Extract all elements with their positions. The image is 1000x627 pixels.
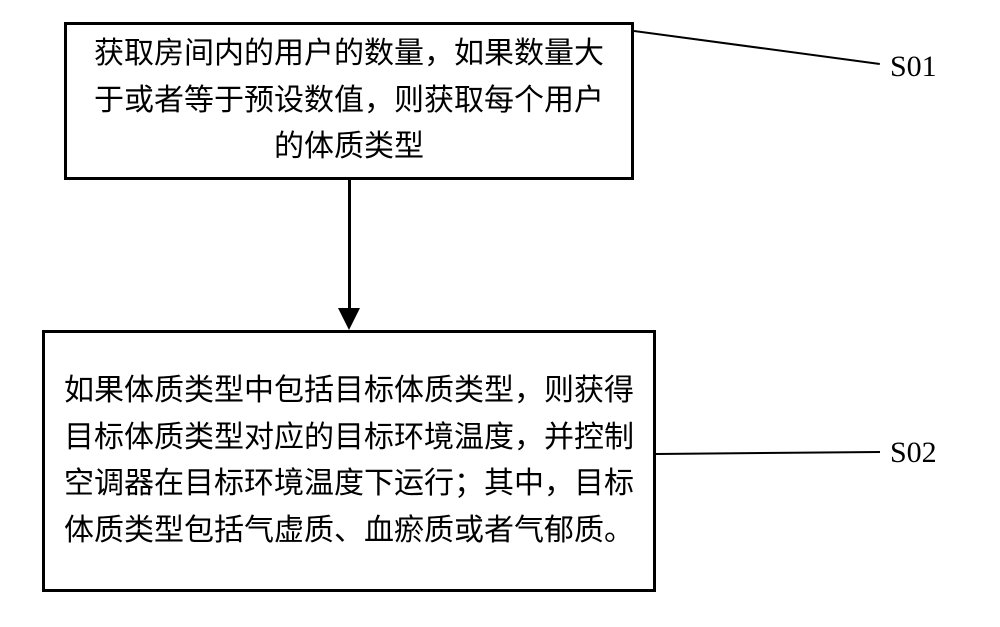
- leader-line-s01: [634, 30, 880, 65]
- step-label-s02: S02: [890, 436, 937, 470]
- step-label-s01: S01: [890, 50, 937, 84]
- flow-arrow-head-icon: [338, 308, 360, 330]
- flow-step-s01: 获取房间内的用户的数量，如果数量大于或者等于预设数值，则获取每个用户的体质类型: [64, 22, 634, 180]
- flow-arrow-line: [348, 180, 351, 310]
- leader-line-s02: [656, 451, 880, 455]
- flow-step-s01-text: 获取房间内的用户的数量，如果数量大于或者等于预设数值，则获取每个用户的体质类型: [85, 31, 613, 171]
- diagram-canvas: 获取房间内的用户的数量，如果数量大于或者等于预设数值，则获取每个用户的体质类型 …: [0, 0, 1000, 627]
- flow-step-s02: 如果体质类型中包括目标体质类型，则获得目标体质类型对应的目标环境温度，并控制空调…: [42, 330, 656, 592]
- flow-step-s02-text: 如果体质类型中包括目标体质类型，则获得目标体质类型对应的目标环境温度，并控制空调…: [63, 368, 635, 554]
